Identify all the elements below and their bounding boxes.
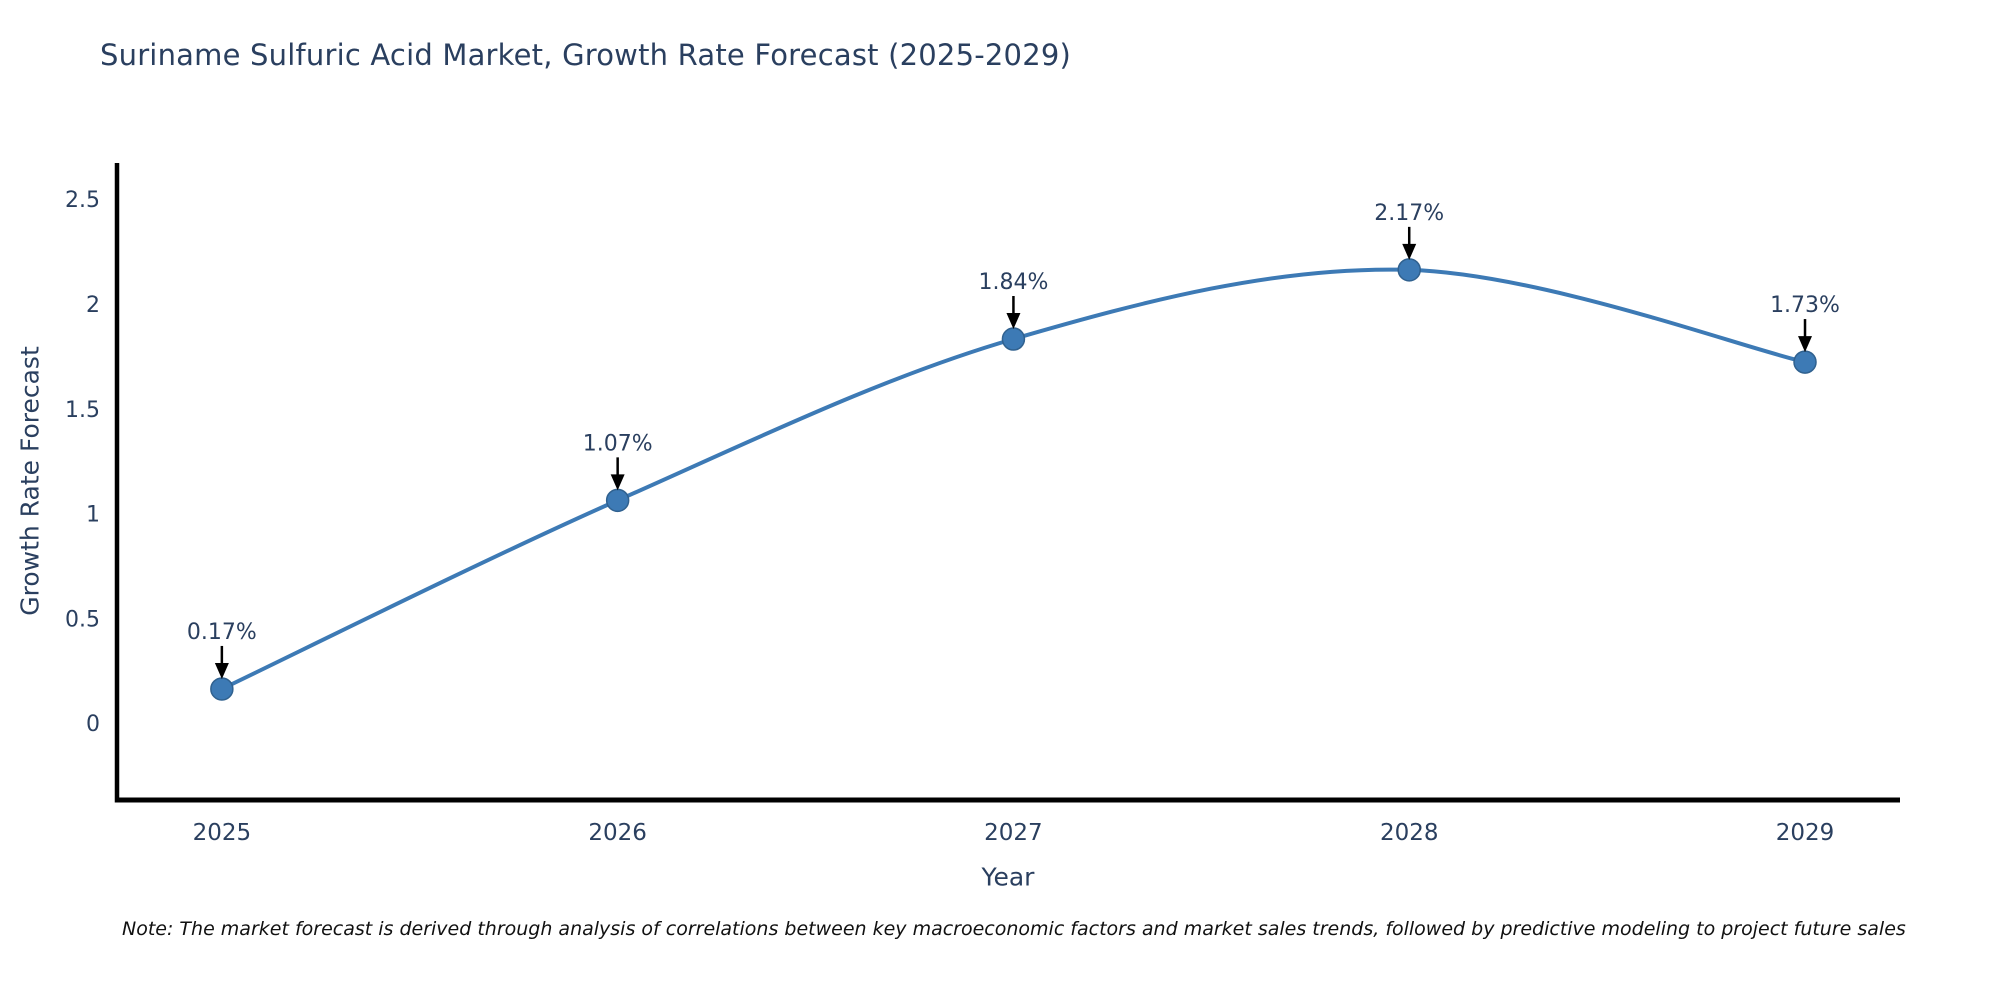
y-tick-label: 2.5 xyxy=(65,188,100,213)
annotation-arrow-head xyxy=(1798,336,1813,353)
point-annotation: 0.17% xyxy=(187,620,257,679)
data-point-marker xyxy=(605,488,630,513)
point-annotation: 1.73% xyxy=(1770,293,1840,353)
data-point-marker xyxy=(1001,327,1026,351)
x-tick-label: 2026 xyxy=(588,820,647,846)
point-annotation-label: 1.07% xyxy=(583,431,653,456)
x-tick-label: 2029 xyxy=(1776,820,1835,846)
chart-title: Suriname Sulfuric Acid Market, Growth Ra… xyxy=(100,38,1072,72)
annotation-arrow-head xyxy=(1006,313,1021,330)
y-tick-label: 1.5 xyxy=(65,398,100,423)
x-tick-label: 2025 xyxy=(193,820,252,846)
y-tick-label: 0 xyxy=(86,712,100,737)
point-annotation-label: 1.73% xyxy=(1770,293,1840,318)
x-tick-label: 2028 xyxy=(1380,820,1439,846)
data-point-marker xyxy=(210,677,234,701)
y-tick-label: 1 xyxy=(86,503,100,528)
point-annotation: 1.07% xyxy=(583,431,653,491)
point-annotation: 2.17% xyxy=(1374,201,1444,260)
point-annotation-label: 2.17% xyxy=(1374,201,1444,226)
x-axis-title: Year xyxy=(981,862,1035,892)
data-point-marker xyxy=(1793,350,1817,374)
x-tick-label: 2027 xyxy=(984,820,1043,846)
annotation-arrow-head xyxy=(1402,243,1417,260)
point-annotation-label: 1.84% xyxy=(978,270,1048,295)
y-axis-title: Growth Rate Forecast xyxy=(15,346,45,616)
data-point-marker xyxy=(1397,258,1421,282)
y-tick-label: 0.5 xyxy=(65,607,100,632)
point-annotation-label: 0.17% xyxy=(187,620,257,645)
point-annotation: 1.84% xyxy=(978,270,1048,330)
annotation-arrow-head xyxy=(610,474,625,491)
annotation-arrow-head xyxy=(214,662,229,679)
footnote: Note: The market forecast is derived thr… xyxy=(122,918,1906,940)
y-tick-label: 2 xyxy=(86,293,100,318)
